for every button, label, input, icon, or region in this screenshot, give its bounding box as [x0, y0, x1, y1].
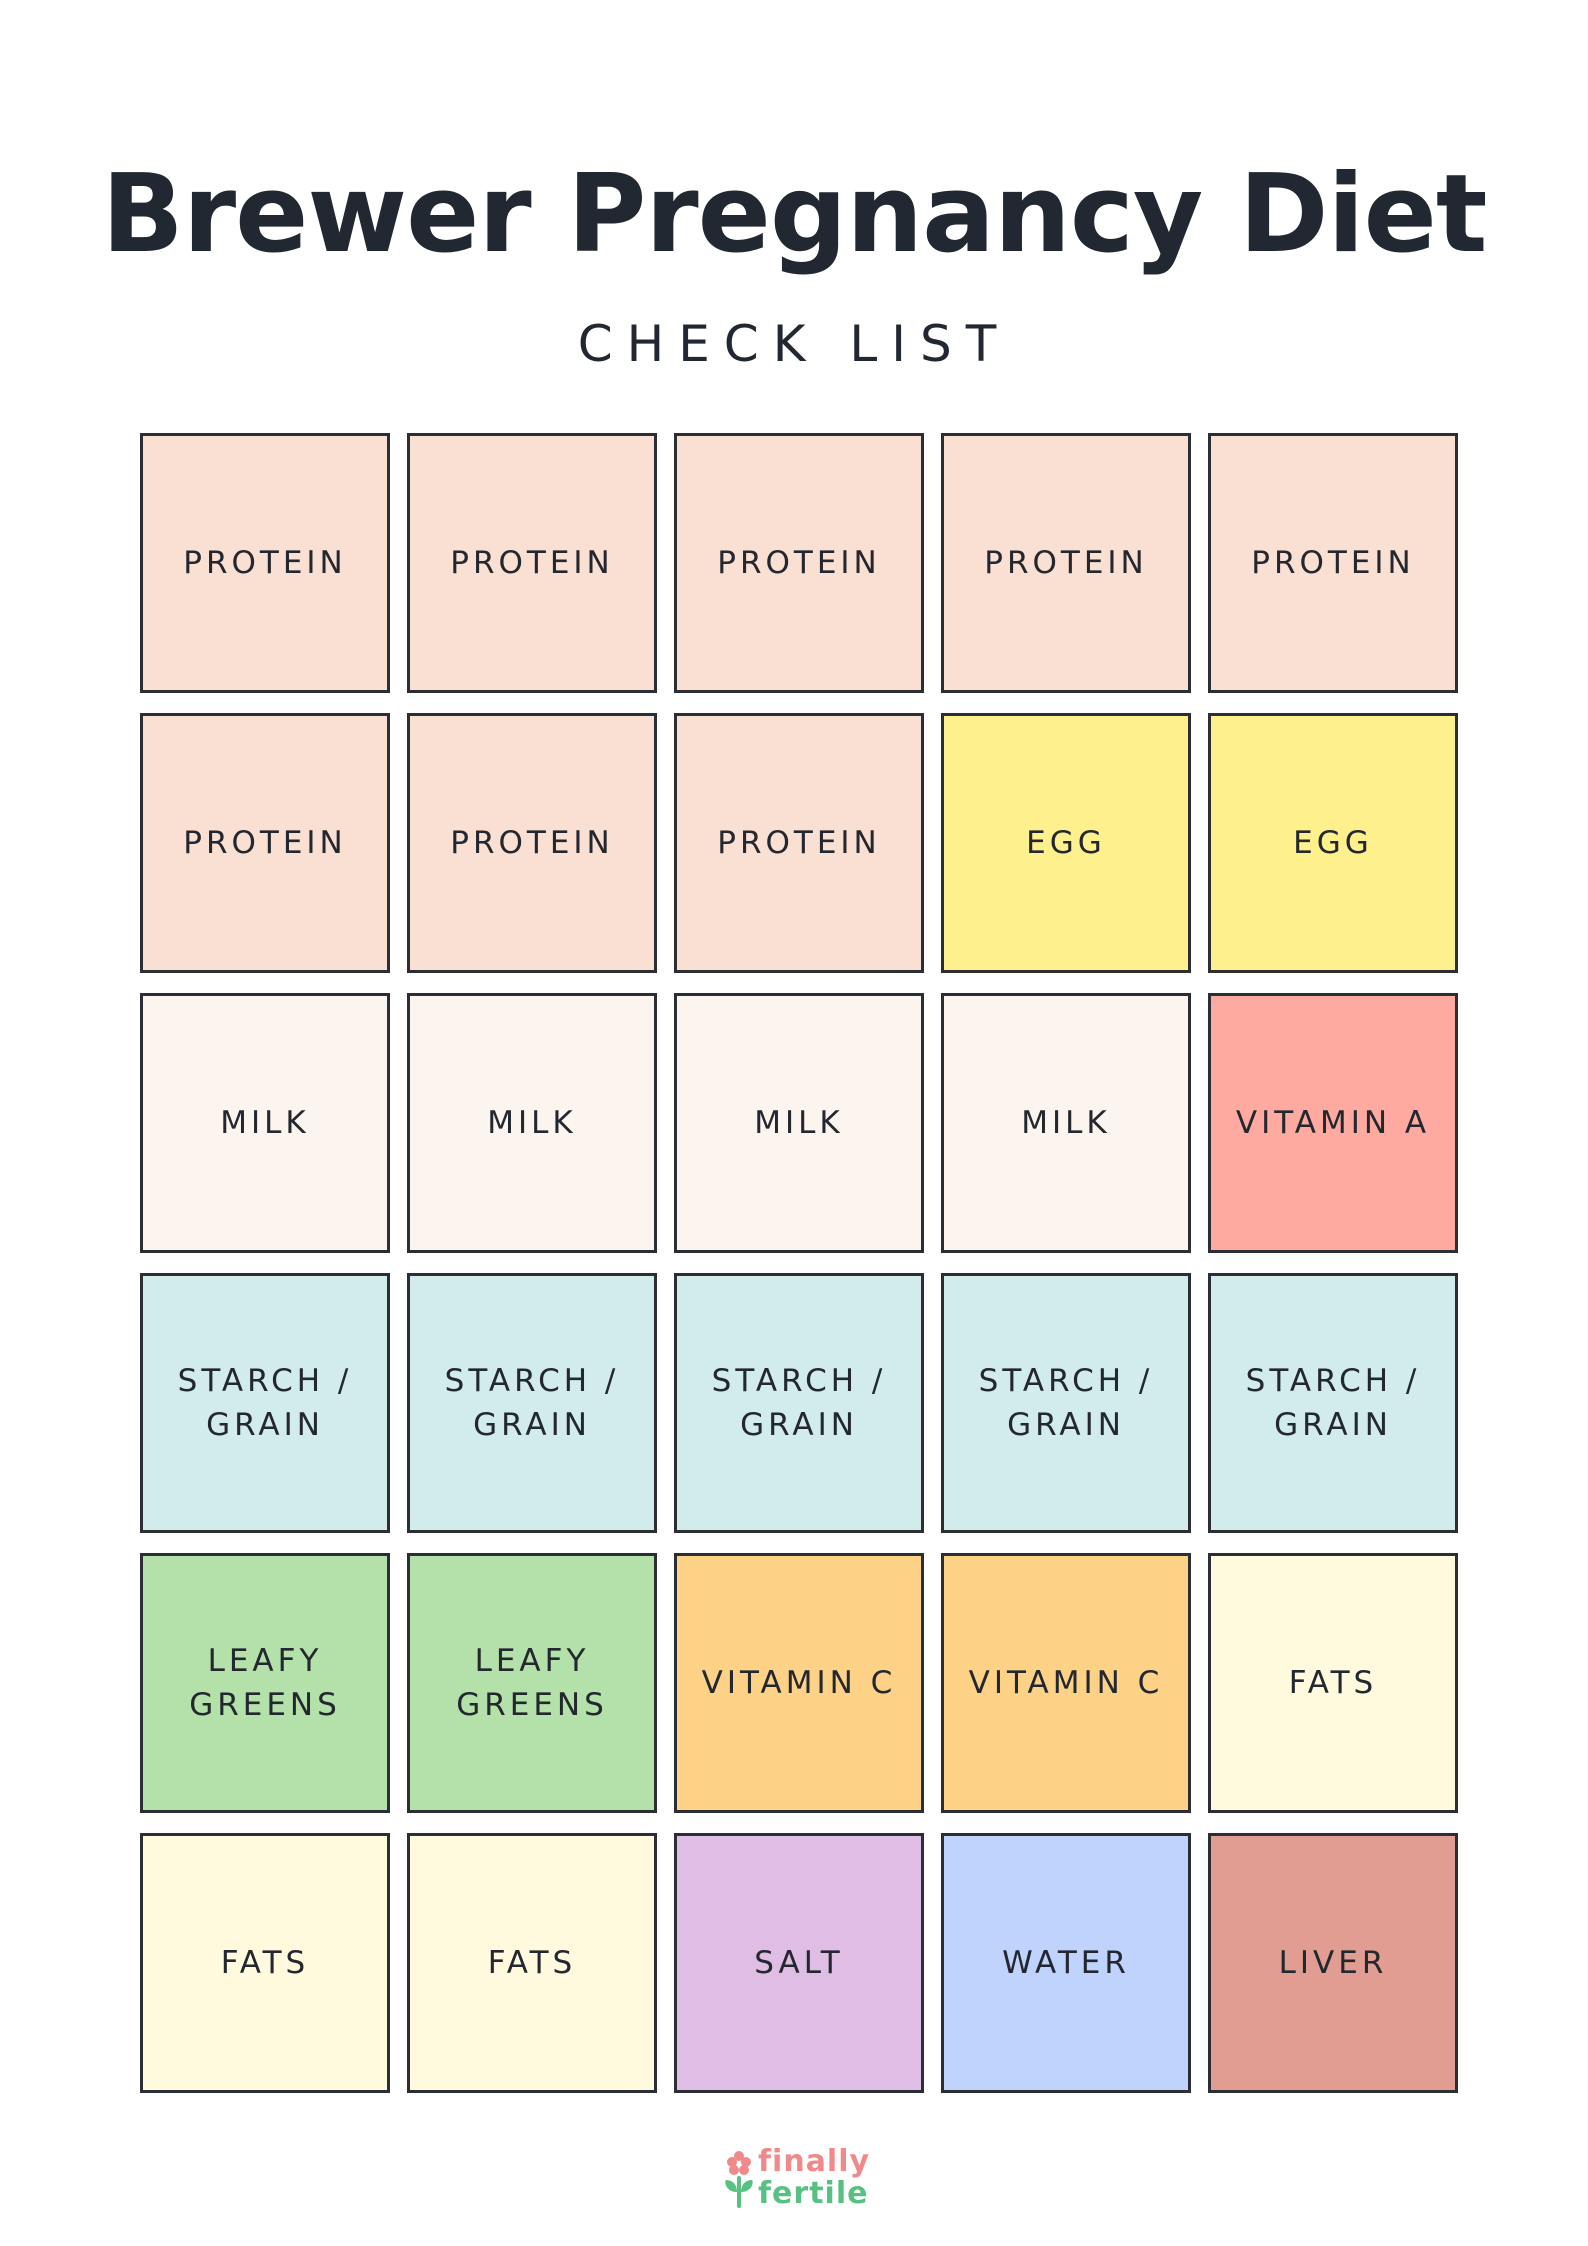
checklist-cell-label: PROTEIN	[717, 545, 881, 581]
checklist-cell[interactable]: SALT	[674, 1833, 924, 2093]
checklist-cell-label: EGG	[1293, 825, 1373, 861]
checklist-cell[interactable]: PROTEIN	[941, 433, 1191, 693]
checklist-cell-label: PROTEIN	[1251, 545, 1415, 581]
checklist-cell[interactable]: PROTEIN	[140, 713, 390, 973]
checklist-cell[interactable]: PROTEIN	[674, 713, 924, 973]
checklist-cell[interactable]: EGG	[941, 713, 1191, 973]
checklist-cell-label: VITAMIN C	[968, 1665, 1164, 1701]
logo-text-finally: finally	[758, 2144, 871, 2179]
checklist-cell-label: STARCH / GRAIN	[1245, 1363, 1421, 1443]
checklist-cell-label: STARCH / GRAIN	[711, 1363, 887, 1443]
checklist-cell-label: PROTEIN	[183, 545, 347, 581]
logo-text-fertile: fertile	[758, 2176, 869, 2211]
checklist-cell[interactable]: VITAMIN C	[674, 1553, 924, 1813]
checklist-cell-label: FATS	[487, 1945, 577, 1981]
checklist-cell-label: FATS	[220, 1945, 310, 1981]
checklist-cell[interactable]: MILK	[674, 993, 924, 1253]
page-title: Brewer Pregnancy Diet	[101, 152, 1488, 277]
checklist-cell-label: LEAFY GREENS	[189, 1643, 341, 1723]
checklist-cell[interactable]: PROTEIN	[674, 433, 924, 693]
checklist-cell-label: FATS	[1288, 1665, 1378, 1701]
checklist-cell[interactable]: MILK	[941, 993, 1191, 1253]
checklist-cell[interactable]: VITAMIN A	[1208, 993, 1458, 1253]
checklist-cell-label: MILK	[754, 1105, 844, 1141]
checklist-grid: PROTEIN PROTEIN PROTEIN PROTEIN PROTEIN …	[140, 433, 1458, 2097]
sprout-icon	[725, 2151, 753, 2208]
checklist-cell[interactable]: PROTEIN	[140, 433, 390, 693]
checklist-cell-label: PROTEIN	[717, 825, 881, 861]
checklist-cell[interactable]: FATS	[407, 1833, 657, 2093]
checklist-cell-label: MILK	[1021, 1105, 1111, 1141]
checklist-cell[interactable]: PROTEIN	[1208, 433, 1458, 693]
checklist-cell-label: VITAMIN C	[701, 1665, 897, 1701]
checklist-cell[interactable]: EGG	[1208, 713, 1458, 973]
checklist-cell[interactable]: VITAMIN C	[941, 1553, 1191, 1813]
brand-logo: finally fertile	[722, 2146, 872, 2212]
checklist-cell-label: STARCH / GRAIN	[978, 1363, 1154, 1443]
checklist-cell-label: PROTEIN	[450, 545, 614, 581]
checklist-cell-label: PROTEIN	[984, 545, 1148, 581]
checklist-cell[interactable]: PROTEIN	[407, 713, 657, 973]
checklist-cell[interactable]: FATS	[140, 1833, 390, 2093]
page-subtitle: CHECK LIST	[577, 315, 1011, 373]
checklist-cell[interactable]: STARCH / GRAIN	[674, 1273, 924, 1533]
checklist-cell[interactable]: LIVER	[1208, 1833, 1458, 2093]
checklist-cell[interactable]: MILK	[140, 993, 390, 1253]
checklist-cell[interactable]: MILK	[407, 993, 657, 1253]
checklist-cell[interactable]: STARCH / GRAIN	[1208, 1273, 1458, 1533]
checklist-cell[interactable]: LEAFY GREENS	[140, 1553, 390, 1813]
checklist-cell-label: WATER	[1002, 1945, 1130, 1981]
checklist-cell-label: MILK	[487, 1105, 577, 1141]
checklist-cell-label: SALT	[754, 1945, 844, 1981]
checklist-cell-label: STARCH / GRAIN	[444, 1363, 620, 1443]
checklist-cell-label: EGG	[1026, 825, 1106, 861]
checklist-cell-label: LEAFY GREENS	[456, 1643, 608, 1723]
checklist-cell-label: VITAMIN A	[1235, 1105, 1431, 1141]
checklist-cell[interactable]: STARCH / GRAIN	[407, 1273, 657, 1533]
checklist-cell[interactable]: FATS	[1208, 1553, 1458, 1813]
checklist-cell[interactable]: STARCH / GRAIN	[941, 1273, 1191, 1533]
checklist-cell-label: LIVER	[1278, 1945, 1388, 1981]
checklist-cell[interactable]: PROTEIN	[407, 433, 657, 693]
checklist-cell-label: PROTEIN	[183, 825, 347, 861]
checklist-cell-label: STARCH / GRAIN	[177, 1363, 353, 1443]
checklist-cell-label: PROTEIN	[450, 825, 614, 861]
checklist-cell[interactable]: WATER	[941, 1833, 1191, 2093]
checklist-cell-label: MILK	[220, 1105, 310, 1141]
checklist-cell[interactable]: STARCH / GRAIN	[140, 1273, 390, 1533]
checklist-cell[interactable]: LEAFY GREENS	[407, 1553, 657, 1813]
